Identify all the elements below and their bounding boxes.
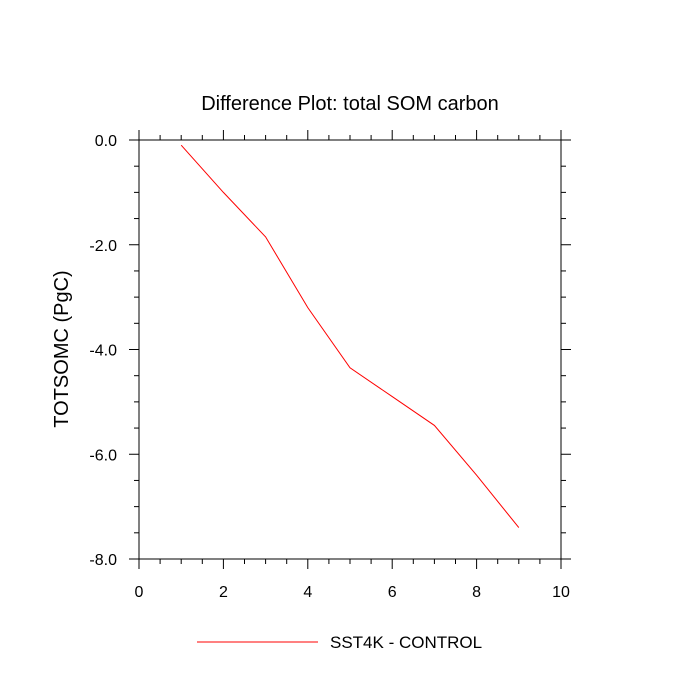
y-tick-label: -4.0 (89, 343, 117, 360)
y-tick-label: -2.0 (89, 238, 117, 255)
y-tick-label: -8.0 (89, 552, 117, 569)
x-tick-label: 10 (552, 584, 570, 601)
chart-title: Difference Plot: total SOM carbon (201, 93, 499, 115)
y-axis-label: TOTSOMC (PgC) (51, 270, 73, 427)
x-tick-label: 2 (219, 584, 228, 601)
legend: SST4K - CONTROL (197, 633, 482, 652)
plot-axes: 0 2 4 6 8 10 0.0 -2.0 -4.0 -6.0 -8.0 (89, 130, 571, 601)
x-tick-label: 6 (388, 584, 397, 601)
series-layer (180, 144, 520, 528)
legend-label: SST4K - CONTROL (330, 633, 482, 652)
series-line-0 (180, 144, 520, 528)
y-tick-label: 0.0 (95, 133, 117, 150)
x-tick-label: 4 (303, 584, 312, 601)
x-tick-label: 8 (472, 584, 481, 601)
y-tick-label: -6.0 (89, 447, 117, 464)
plot-frame (138, 139, 562, 560)
x-tick-label: 0 (135, 584, 144, 601)
